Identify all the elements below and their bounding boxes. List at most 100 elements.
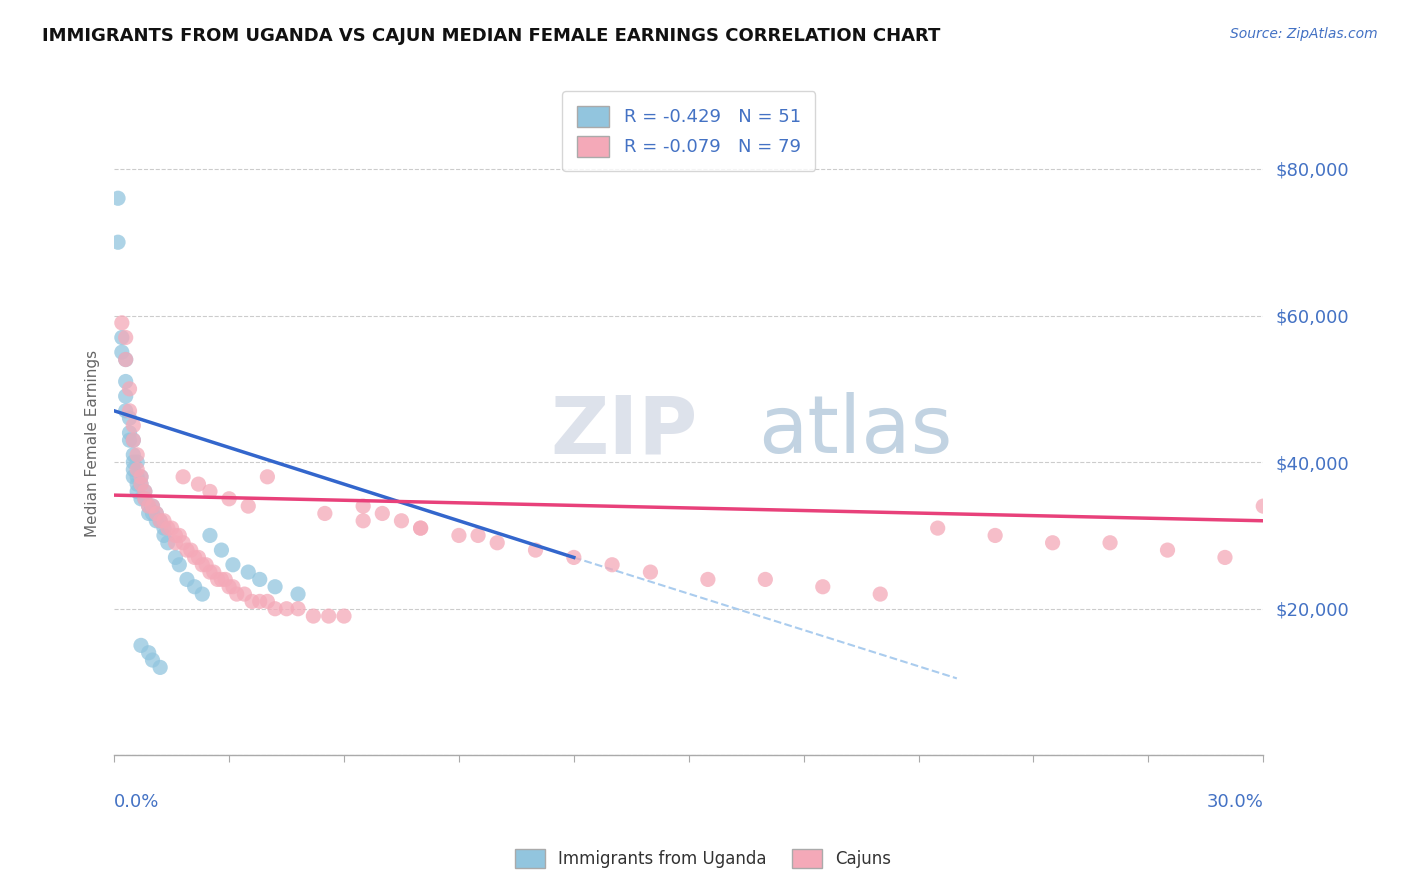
Point [276,601,298,615]
Point [149,514,172,528]
Point [127,470,149,484]
Point [138,499,160,513]
Point [187,477,209,491]
Point [811,580,834,594]
Point [114,330,136,344]
Point [172,535,194,549]
Point [218,491,240,506]
Point [202,565,225,579]
Point [249,573,271,587]
Point [114,352,136,367]
Legend: R = -0.429   N = 51, R = -0.079   N = 79: R = -0.429 N = 51, R = -0.079 N = 79 [562,92,815,171]
Point [165,550,187,565]
Point [318,609,340,624]
Point [134,491,156,506]
Point [927,521,949,535]
Point [371,507,394,521]
Point [129,477,152,491]
Point [524,543,547,558]
Point [129,477,152,491]
Point [222,558,245,572]
Point [134,484,156,499]
Point [207,573,229,587]
Point [145,514,167,528]
Point [225,587,247,601]
Point [352,499,374,513]
Point [696,573,718,587]
Point [264,601,287,615]
Point [122,462,145,476]
Point [114,375,136,389]
Point [111,345,134,359]
Point [1042,535,1064,549]
Point [111,316,134,330]
Point [145,507,167,521]
Point [156,521,179,535]
Point [111,330,134,344]
Point [118,411,141,425]
Point [176,573,198,587]
Point [302,609,325,624]
Point [183,580,205,594]
Point [183,550,205,565]
Point [238,499,260,513]
Point [287,587,309,601]
Point [1213,550,1236,565]
Point [127,462,149,476]
Point [640,565,662,579]
Point [149,514,172,528]
Point [249,594,271,608]
Point [107,235,129,250]
Point [127,448,149,462]
Point [153,521,176,535]
Point [486,535,509,549]
Point [172,470,194,484]
Text: IMMIGRANTS FROM UGANDA VS CAJUN MEDIAN FEMALE EARNINGS CORRELATION CHART: IMMIGRANTS FROM UGANDA VS CAJUN MEDIAN F… [42,27,941,45]
Text: ZIP: ZIP [551,392,699,470]
Point [153,528,176,542]
Legend: Immigrants from Uganda, Cajuns: Immigrants from Uganda, Cajuns [508,842,898,875]
Point [156,535,179,549]
Point [754,573,776,587]
Point [114,352,136,367]
Point [129,470,152,484]
Point [127,484,149,499]
Point [134,491,156,506]
Point [256,594,278,608]
Point [153,514,176,528]
Point [198,484,221,499]
Point [1099,535,1122,549]
Point [191,558,214,572]
Point [129,491,152,506]
Point [409,521,432,535]
Point [233,587,256,601]
Point [409,521,432,535]
Point [118,433,141,447]
Point [160,521,183,535]
Point [118,404,141,418]
Point [122,455,145,469]
Y-axis label: Median Female Earnings: Median Female Earnings [86,351,100,537]
Point [118,382,141,396]
Point [134,484,156,499]
Text: atlas: atlas [758,392,952,470]
Point [138,499,160,513]
Point [169,528,191,542]
Point [447,528,470,542]
Point [218,580,240,594]
Point [198,528,221,542]
Point [198,565,221,579]
Point [141,507,163,521]
Point [138,507,160,521]
Point [141,653,163,667]
Point [165,535,187,549]
Point [122,448,145,462]
Point [222,580,245,594]
Point [122,418,145,433]
Point [467,528,489,542]
Text: 30.0%: 30.0% [1206,793,1263,811]
Point [240,594,263,608]
Point [1156,543,1178,558]
Point [118,425,141,440]
Point [209,543,232,558]
